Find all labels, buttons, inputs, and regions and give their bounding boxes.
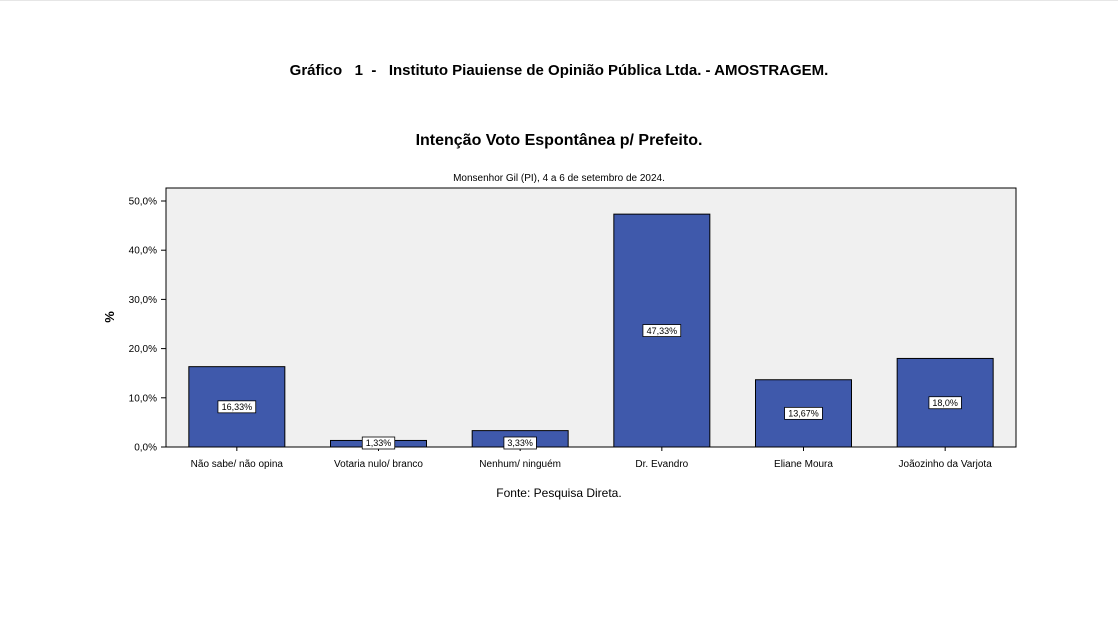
- x-tick-label: Não sabe/ não opina: [191, 459, 284, 470]
- x-tick-label: Dr. Evandro: [635, 459, 688, 470]
- x-tick-label: Nenhum/ ninguém: [479, 459, 561, 470]
- y-tick-label: 30,0%: [129, 295, 157, 306]
- x-tick-label: Eliane Moura: [774, 459, 833, 470]
- data-label-box: [928, 396, 962, 410]
- y-tick-label: 40,0%: [129, 246, 157, 257]
- y-tick-label: 20,0%: [129, 344, 157, 355]
- y-axis-label: %: [102, 311, 117, 323]
- document-heading: Gráfico 1 - Instituto Piauiense de Opini…: [289, 62, 829, 79]
- data-label: 13,67%: [788, 409, 819, 419]
- data-label: 1,33%: [366, 438, 392, 448]
- source-note: Fonte: Pesquisa Direta.: [496, 486, 622, 500]
- x-tick-label: Votaria nulo/ branco: [334, 459, 423, 470]
- top-rule: [0, 0, 1118, 1]
- data-label: 3,33%: [507, 438, 533, 448]
- data-label-box: [503, 436, 537, 450]
- data-label-box: [784, 406, 823, 420]
- data-label: 18,0%: [932, 398, 958, 408]
- y-tick-label: 0,0%: [134, 443, 157, 454]
- data-label-box: [217, 400, 257, 414]
- data-label-box: [361, 436, 396, 450]
- y-tick-label: 50,0%: [129, 197, 157, 208]
- y-tick-label: 10,0%: [129, 393, 157, 404]
- chart-title: Intenção Voto Espontânea p/ Prefeito.: [415, 132, 703, 149]
- plot-area: [165, 187, 1017, 448]
- data-label: 16,33%: [222, 402, 253, 412]
- chart-subtitle: Monsenhor Gil (PI), 4 a 6 de setembro de…: [453, 173, 665, 184]
- x-tick-label: Joãozinho da Varjota: [899, 459, 993, 470]
- data-label: 47,33%: [647, 326, 678, 336]
- data-label-box: [642, 324, 682, 337]
